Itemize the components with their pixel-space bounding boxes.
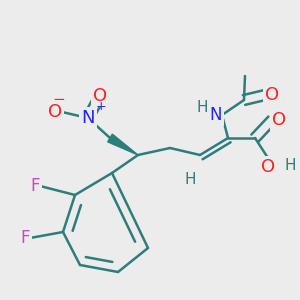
Text: H: H (285, 158, 296, 173)
Text: O: O (272, 111, 286, 129)
Text: O: O (265, 86, 279, 104)
Polygon shape (108, 134, 138, 155)
Text: +: + (96, 100, 106, 113)
Text: O: O (48, 103, 62, 121)
Text: O: O (261, 158, 275, 176)
Text: N: N (209, 106, 222, 124)
Text: −: − (52, 92, 65, 107)
Text: H: H (196, 100, 208, 116)
Text: N: N (81, 109, 95, 127)
Text: H: H (184, 172, 196, 187)
Text: F: F (31, 177, 40, 195)
Text: F: F (20, 229, 30, 247)
Text: O: O (93, 87, 107, 105)
